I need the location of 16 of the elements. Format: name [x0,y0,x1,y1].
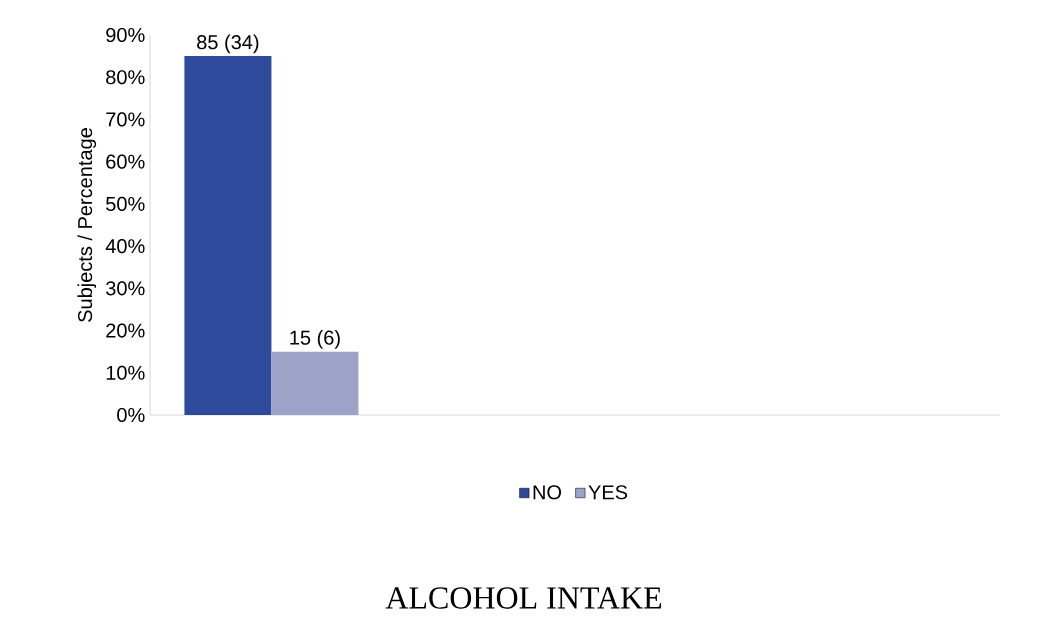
y-tick-label: 0% [117,407,145,423]
legend-label: NO [533,485,562,500]
y-tick-label: 40% [105,239,145,254]
y-tick-label: 90% [106,27,145,43]
y-tick-label: 60% [106,154,145,169]
y-axis-title: Subjects / Percentage [77,128,97,322]
y-tick-label: 30% [106,281,145,296]
y-tick-label: 50% [106,196,145,211]
y-tick-label: 70% [106,112,145,127]
data-label: 15 (6) [290,330,340,349]
legend-label: YES [588,485,628,500]
y-tick-label: 80% [106,70,145,85]
text: ALCOHOL INTAKE [385,587,662,609]
y-tick-label: 10% [106,365,145,380]
data-label: 85 (34) [197,34,259,54]
y-tick-label: 20% [106,323,145,338]
